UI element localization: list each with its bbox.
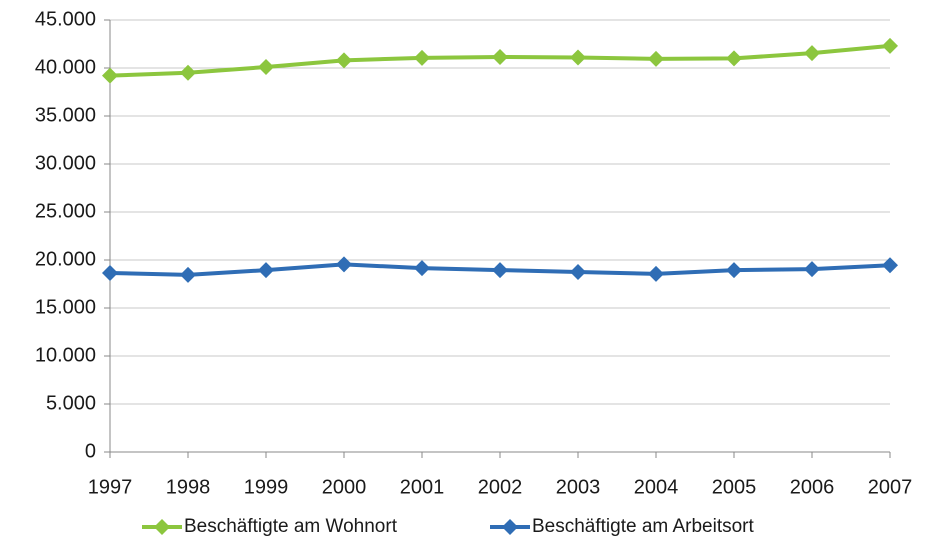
y-tick-label: 10.000 [35, 344, 96, 366]
legend-label: Beschäftigte am Arbeitsort [532, 516, 754, 537]
x-tick-label: 1998 [166, 476, 211, 498]
marker [258, 262, 274, 279]
x-tick-label: 1997 [88, 476, 133, 498]
y-tick-label: 45.000 [35, 8, 96, 30]
marker [102, 264, 118, 281]
x-tick-label: 1999 [244, 476, 289, 498]
marker [804, 45, 820, 62]
x-tick-label: 2007 [868, 476, 913, 498]
x-tick-label: 2003 [556, 476, 601, 498]
marker [648, 265, 664, 282]
y-tick-label: 15.000 [35, 296, 96, 318]
x-tick-label: 2005 [712, 476, 757, 498]
marker [648, 50, 664, 67]
legend-marker [502, 519, 518, 535]
x-tick-label: 2000 [322, 476, 367, 498]
marker [414, 49, 430, 66]
marker [414, 260, 430, 277]
marker [336, 256, 352, 273]
marker [180, 64, 196, 81]
y-tick-label: 35.000 [35, 104, 96, 126]
y-tick-label: 25.000 [35, 200, 96, 222]
y-tick-label: 20.000 [35, 248, 96, 270]
marker [258, 59, 274, 76]
legend: Beschäftigte am Wohnort Beschäftigte am A… [142, 516, 754, 537]
y-tick-label: 5.000 [46, 392, 96, 414]
x-tick-label: 2002 [478, 476, 523, 498]
marker [570, 264, 586, 280]
marker [570, 49, 586, 66]
marker [102, 67, 118, 84]
x-tick-label: 2006 [790, 476, 835, 498]
y-tick-label: 30.000 [35, 152, 96, 174]
y-tick-label: 0 [85, 440, 96, 462]
x-tick-label: 2001 [400, 476, 445, 498]
legend-label: Beschäftigte am Wohnort [184, 516, 398, 537]
legend-marker [154, 519, 170, 535]
marker [726, 262, 742, 279]
marker [336, 52, 352, 69]
marker [492, 48, 508, 65]
marker [882, 37, 898, 54]
marker [804, 261, 820, 278]
x-tick-label: 2004 [634, 476, 679, 498]
marker [180, 266, 196, 283]
marker [492, 262, 508, 279]
marker [882, 257, 898, 274]
marker [726, 50, 742, 67]
y-tick-label: 40.000 [35, 56, 96, 78]
